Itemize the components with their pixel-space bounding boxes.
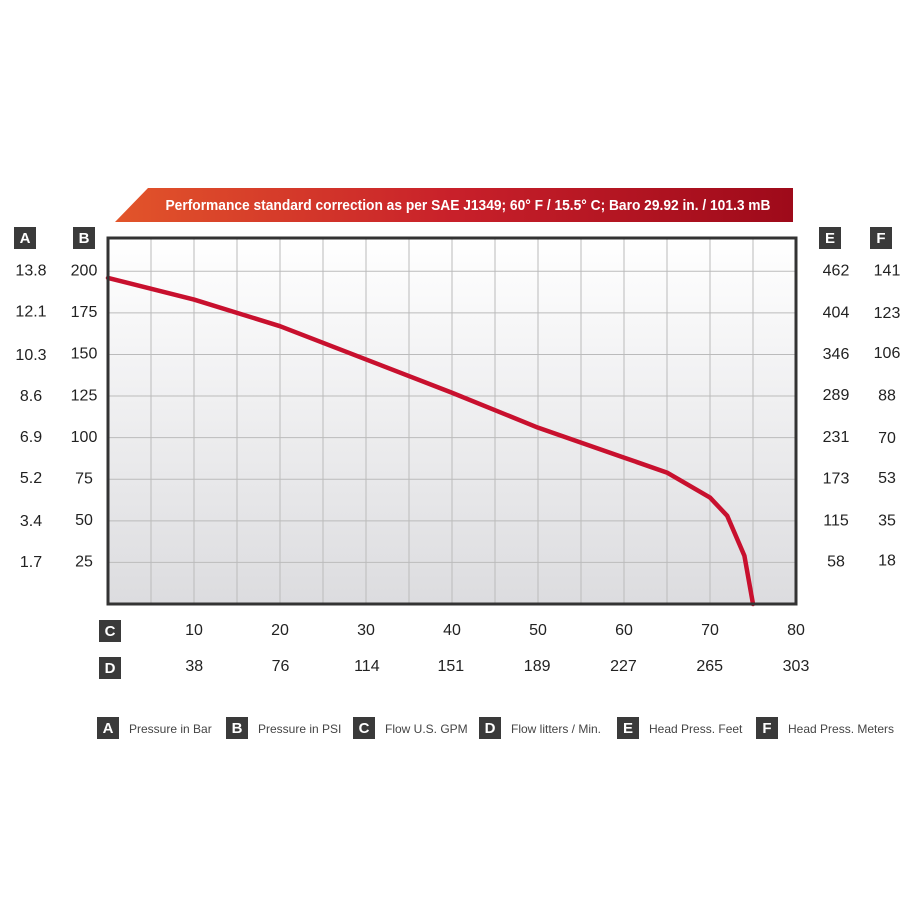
legend-key: B <box>232 720 243 737</box>
y-tick-label: 231 <box>823 429 850 446</box>
legend-label: Flow U.S. GPM <box>385 722 468 736</box>
x-tick-label: 50 <box>529 622 547 639</box>
axis-key-box <box>819 227 841 249</box>
x-tick-label: 40 <box>443 622 461 639</box>
x-tick-label: 151 <box>438 658 465 675</box>
y-tick-label: 10.3 <box>15 347 46 364</box>
legend-key-box <box>226 717 248 739</box>
series-line <box>105 275 756 607</box>
y-tick-label: 100 <box>71 429 98 446</box>
x-tick-label: 265 <box>696 658 723 675</box>
axis-key-box <box>870 227 892 249</box>
legend-key-box <box>756 717 778 739</box>
y-tick-label: 289 <box>823 387 850 404</box>
x-tick-label: 60 <box>615 622 633 639</box>
y-tick-label: 35 <box>878 513 896 530</box>
x-tick-label: 10 <box>185 622 203 639</box>
x-tick-label: 20 <box>271 622 289 639</box>
y-tick-label: 173 <box>823 471 850 488</box>
legend-label: Pressure in PSI <box>258 722 341 736</box>
y-tick-label: 88 <box>878 388 896 405</box>
y-tick-label: 404 <box>823 304 850 321</box>
axis-key: B <box>79 230 90 247</box>
x-tick-label: 303 <box>783 658 810 675</box>
y-tick-label: 58 <box>827 553 845 570</box>
legend-label: Head Press. Feet <box>649 722 743 736</box>
legend-key: F <box>762 720 771 737</box>
y-tick-label: 3.4 <box>20 513 42 530</box>
title-banner <box>115 188 793 222</box>
axis-key: E <box>825 230 835 247</box>
y-tick-label: 346 <box>823 346 850 363</box>
axis-key-box <box>14 227 36 249</box>
y-tick-label: 18 <box>878 553 896 570</box>
legend-key-box <box>479 717 501 739</box>
legend-key: E <box>623 720 633 737</box>
axis-key-box <box>99 657 121 679</box>
x-tick-label: 80 <box>787 622 805 639</box>
axis-key: D <box>105 660 116 677</box>
legend-key-box <box>353 717 375 739</box>
x-tick-label: 227 <box>610 658 637 675</box>
y-tick-label: 150 <box>71 346 98 363</box>
y-tick-label: 50 <box>75 512 93 529</box>
y-tick-label: 115 <box>823 512 849 529</box>
legend-label: Pressure in Bar <box>129 722 212 736</box>
legend-key-box <box>97 717 119 739</box>
axis-key: F <box>876 230 885 247</box>
x-tick-label: 114 <box>354 658 380 675</box>
legend-key: C <box>359 720 370 737</box>
y-tick-label: 70 <box>878 430 896 447</box>
legend-key: A <box>103 720 114 737</box>
y-tick-label: 1.7 <box>20 554 42 571</box>
chart-title: Performance standard correction as per S… <box>166 197 771 214</box>
legend-key-box <box>617 717 639 739</box>
axis-key: A <box>20 230 31 247</box>
x-tick-label: 76 <box>272 658 290 675</box>
axis-key: C <box>105 623 116 640</box>
y-tick-label: 175 <box>71 304 98 321</box>
axis-key-box <box>99 620 121 642</box>
x-tick-label: 30 <box>357 622 375 639</box>
y-tick-label: 141 <box>874 262 901 279</box>
plot-border <box>106 236 798 606</box>
x-tick-label: 70 <box>701 622 719 639</box>
y-tick-label: 125 <box>71 387 98 404</box>
y-tick-label: 5.2 <box>20 470 42 487</box>
x-tick-label: 189 <box>524 658 551 675</box>
legend-label: Head Press. Meters <box>788 722 894 736</box>
y-tick-label: 462 <box>823 262 850 279</box>
legend-label: Flow litters / Min. <box>511 722 601 736</box>
y-tick-label: 8.6 <box>20 388 42 405</box>
y-tick-label: 123 <box>874 305 901 322</box>
y-tick-label: 75 <box>75 470 93 487</box>
y-tick-label: 106 <box>874 345 901 362</box>
legend-key: D <box>485 720 496 737</box>
y-tick-label: 6.9 <box>20 429 42 446</box>
y-tick-label: 12.1 <box>15 303 46 320</box>
y-tick-label: 25 <box>75 554 93 571</box>
y-tick-label: 53 <box>878 470 896 487</box>
x-tick-label: 38 <box>185 658 203 675</box>
y-tick-label: 13.8 <box>15 262 46 279</box>
axis-key-box <box>73 227 95 249</box>
y-tick-label: 200 <box>71 262 98 279</box>
